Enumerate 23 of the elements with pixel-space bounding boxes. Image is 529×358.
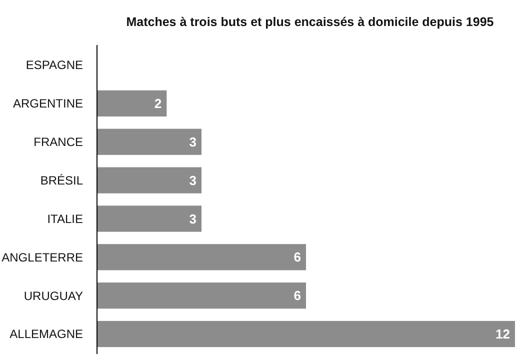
- chart-title: Matches à trois buts et plus encaissés à domicile depuis 1995: [126, 15, 494, 29]
- data-label: 3: [189, 134, 196, 150]
- y-tick-label: FRANCE: [34, 135, 83, 150]
- data-label: 2: [154, 96, 162, 111]
- bar: [97, 167, 202, 194]
- data-label: 6: [294, 288, 301, 304]
- y-tick-label: ESPAGNE: [26, 58, 83, 72]
- data-label: 12: [496, 326, 510, 342]
- y-tick-label: ARGENTINE: [12, 96, 83, 111]
- bar: [97, 282, 306, 309]
- bar: [97, 244, 306, 270]
- y-tick-label: ITALIE: [47, 212, 83, 226]
- bar: [97, 320, 515, 348]
- y-tick-label: ANGLETERRE: [2, 250, 83, 264]
- y-tick-label: BRÉSIL: [40, 173, 84, 188]
- y-tick-label: URUGUAY: [24, 288, 83, 303]
- bar: [97, 206, 202, 232]
- bar: [97, 128, 202, 155]
- bar: [97, 90, 167, 116]
- y-tick-label: ALLEMAGNE: [10, 327, 83, 342]
- data-label: 3: [189, 172, 196, 188]
- data-label: 6: [294, 250, 301, 265]
- data-label: 3: [189, 211, 196, 226]
